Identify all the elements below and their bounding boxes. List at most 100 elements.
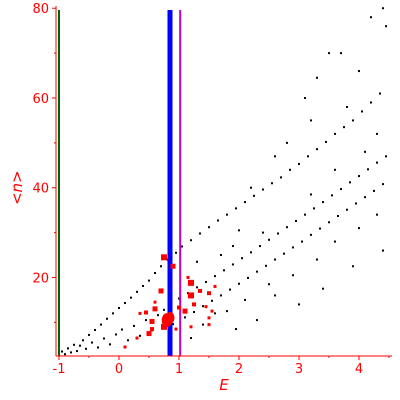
data-point [154, 271, 156, 274]
data-point [175, 251, 177, 254]
data-point [106, 317, 108, 320]
data-point [292, 274, 294, 277]
data-point [247, 276, 249, 279]
data-point [88, 333, 90, 336]
x-tick-label: 0 [115, 362, 123, 377]
data-point [181, 245, 183, 248]
data-point [235, 328, 237, 331]
data-point [364, 196, 366, 199]
data-point [115, 333, 117, 336]
data-point [358, 175, 360, 178]
data-point [229, 288, 231, 291]
highlight-point [186, 275, 190, 279]
data-point [100, 323, 102, 326]
data-point [118, 306, 120, 309]
data-point [184, 316, 186, 319]
data-point [217, 219, 219, 222]
data-point [337, 215, 339, 217]
data-point [322, 201, 324, 204]
highlight-point [165, 311, 175, 324]
data-point [250, 251, 252, 254]
data-point [376, 213, 378, 216]
data-point [202, 323, 204, 326]
data-point [334, 240, 336, 243]
data-point [280, 176, 282, 179]
data-point [142, 285, 144, 287]
data-point [172, 323, 174, 326]
data-point [208, 226, 210, 229]
highlight-point [123, 345, 127, 349]
data-point [325, 140, 327, 143]
highlight-point [158, 288, 164, 294]
data-point [331, 194, 333, 197]
data-point [250, 186, 252, 189]
data-point [376, 132, 378, 135]
data-point [97, 346, 99, 349]
highlight-point [192, 302, 196, 307]
highlight-point [135, 336, 139, 340]
data-point [274, 155, 276, 158]
data-point [310, 233, 312, 236]
highlight-point [182, 308, 188, 314]
data-point [292, 246, 294, 249]
highlight-point [144, 310, 148, 315]
data-point [220, 254, 222, 257]
data-point [298, 303, 300, 306]
data-point [349, 181, 351, 184]
data-point [130, 296, 132, 299]
data-point [136, 290, 138, 293]
x-tick-label: 1 [175, 362, 183, 377]
highlight-point [161, 323, 167, 330]
y-tick-label: 40 [32, 182, 49, 197]
highlight-point [161, 254, 167, 261]
data-point [370, 16, 372, 19]
data-point [313, 207, 315, 210]
data-point [268, 283, 270, 286]
highlight-point [207, 323, 211, 327]
data-point [211, 299, 213, 302]
highlight-point [150, 327, 154, 332]
data-point [178, 297, 180, 300]
data-point [256, 319, 258, 322]
data-point [196, 260, 198, 263]
x-tick-label: -1 [53, 362, 66, 377]
data-point [190, 239, 192, 242]
data-point [253, 194, 255, 197]
data-point [376, 161, 378, 164]
highlight-point [198, 288, 202, 293]
data-point [328, 221, 330, 224]
highlight-point [174, 327, 178, 331]
data-point [214, 275, 216, 278]
highlight-point [138, 311, 142, 315]
data-point [226, 310, 228, 313]
data-point [367, 168, 369, 171]
data-point [358, 70, 360, 73]
data-point [91, 341, 93, 344]
data-point [196, 286, 198, 289]
y-tick-label: 80 [32, 2, 49, 17]
data-point [319, 227, 321, 230]
data-point [364, 150, 366, 153]
data-point [304, 213, 306, 216]
data-point [259, 245, 261, 248]
data-point [70, 351, 72, 354]
highlight-point [177, 305, 181, 310]
data-point [286, 226, 288, 229]
data-point [190, 337, 192, 340]
data-point [334, 132, 336, 135]
data-point [244, 298, 246, 301]
highlight-point [204, 305, 208, 309]
data-point [277, 232, 279, 235]
data-point [355, 202, 357, 205]
data-point [163, 308, 165, 311]
y-tick-label: 20 [32, 271, 49, 286]
data-point [274, 258, 276, 261]
data-point [310, 119, 312, 122]
data-point [328, 52, 330, 55]
data-point [352, 265, 354, 268]
data-point [67, 347, 69, 350]
highlight-point [170, 263, 176, 269]
data-point [385, 155, 387, 158]
data-point [238, 282, 240, 285]
